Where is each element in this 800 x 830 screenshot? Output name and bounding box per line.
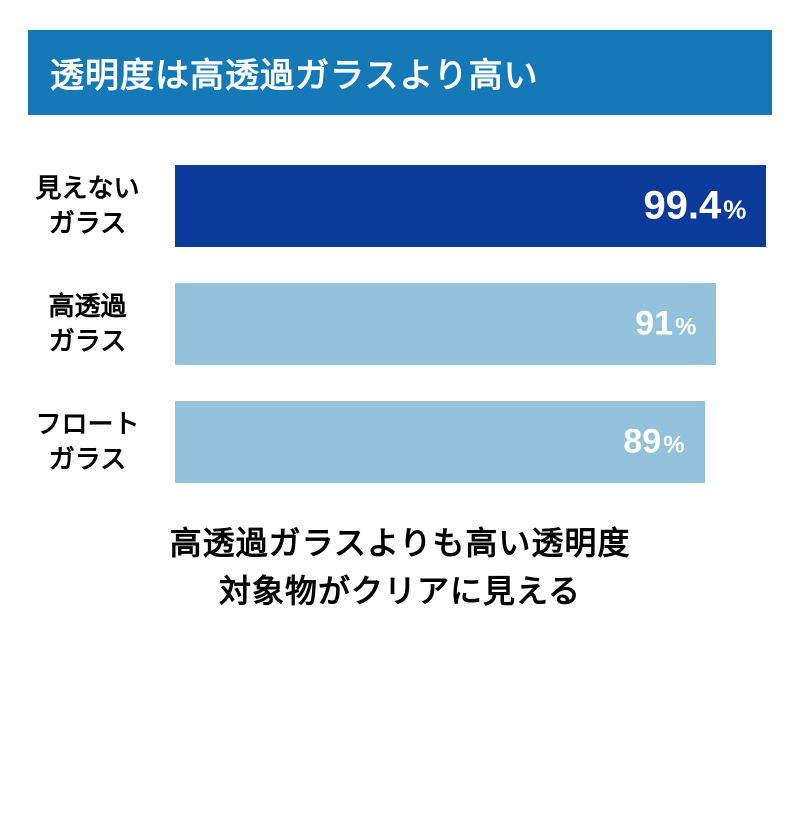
percent-symbol: % [723,195,746,226]
bar-label-line2: ガラス [49,326,126,356]
bar-value: 99.4 % [643,184,746,229]
percent-symbol: % [675,314,696,342]
bar-row: 高透過 ガラス 91 % [0,283,770,365]
bar-fill: 89 % [175,401,705,483]
bar-row: フロート ガラス 89 % [0,401,770,483]
bar-value: 89 % [623,423,684,462]
bar-fill: 99.4 % [175,165,766,247]
bar-label-line1: 高透過 [48,291,126,321]
bar-label: 高透過 ガラス [0,289,175,359]
bar-fill: 91 % [175,283,716,365]
bar-chart: 見えない ガラス 99.4 % 高透過 ガラス 91 % [0,165,800,483]
bar-track: 91 % [175,283,770,365]
bar-label-line1: フロート [35,409,139,439]
bar-value: 91 % [635,305,696,344]
bar-label-line2: ガラス [49,208,126,238]
percent-symbol: % [663,432,684,460]
bar-value-number: 99.4 [643,184,721,229]
bar-label: 見えない ガラス [0,171,175,241]
chart-caption: 高透過ガラスよりも高い透明度 対象物がクリアに見える [0,519,800,615]
caption-line1: 高透過ガラスよりも高い透明度 [170,525,631,561]
chart-title-banner: 透明度は高透過ガラスより高い [28,30,772,115]
bar-label: フロート ガラス [0,407,175,477]
bar-value-number: 89 [623,423,661,462]
caption-line2: 対象物がクリアに見える [219,573,581,609]
bar-label-line2: ガラス [49,444,126,474]
bar-track: 99.4 % [175,165,770,247]
bar-value-number: 91 [635,305,673,344]
bar-row: 見えない ガラス 99.4 % [0,165,770,247]
bar-track: 89 % [175,401,770,483]
bar-label-line1: 見えない [35,173,139,203]
